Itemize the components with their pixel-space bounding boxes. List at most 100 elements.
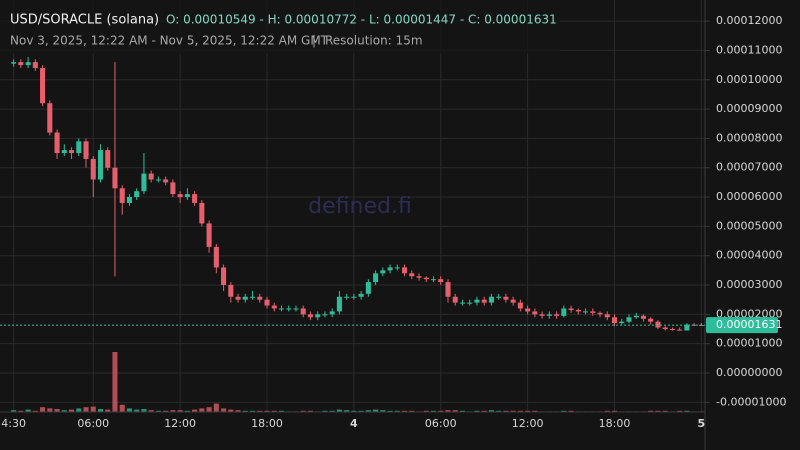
- candle-body: [25, 62, 31, 66]
- candle-body: [148, 173, 154, 180]
- candle-body: [307, 314, 313, 318]
- candle-body: [358, 293, 364, 297]
- candle-body: [264, 299, 270, 306]
- volume-bar: [105, 409, 111, 412]
- candle-body: [568, 308, 574, 310]
- volume-bar: [32, 410, 38, 412]
- candle-body: [655, 321, 661, 328]
- candle-body: [423, 277, 429, 280]
- candle-body: [76, 141, 82, 154]
- candle-body: [430, 279, 437, 281]
- volume-bar: [126, 408, 132, 412]
- candle-body: [97, 150, 104, 180]
- candle-body: [351, 296, 357, 298]
- candle-body: [539, 314, 545, 316]
- volume-bar: [373, 409, 379, 412]
- volume-bar: [155, 410, 161, 412]
- candle-body: [532, 311, 538, 315]
- y-tick-label: 0.00000000: [716, 366, 782, 379]
- y-tick-label: 0.00007000: [716, 161, 782, 174]
- volume-bar: [170, 410, 176, 412]
- y-tick-label: 0.00012000: [716, 14, 782, 27]
- x-tick-label: 12:00: [512, 417, 544, 430]
- candle-body: [488, 296, 494, 303]
- candle-body: [213, 246, 219, 268]
- candle-body: [373, 273, 379, 283]
- volume-bar: [206, 407, 212, 412]
- volume-bar: [177, 410, 183, 412]
- candle-body: [662, 327, 668, 330]
- volume-bar: [452, 410, 458, 412]
- volume-bar: [141, 409, 147, 412]
- volume-bar: [235, 410, 241, 412]
- candle-body: [329, 311, 335, 315]
- volume-bar: [438, 410, 444, 412]
- candle-body: [249, 296, 256, 298]
- volume-bar: [97, 409, 104, 412]
- candle-body: [228, 285, 234, 297]
- candle-body: [626, 317, 632, 322]
- candle-body: [611, 317, 618, 324]
- candle-body: [32, 62, 38, 69]
- volume-bar: [510, 410, 516, 412]
- volume-bar: [199, 408, 205, 412]
- volume-bar: [249, 410, 256, 412]
- candle-body: [517, 302, 523, 309]
- candle-body: [163, 179, 169, 183]
- volume-bar: [394, 410, 400, 412]
- volume-bar: [25, 409, 31, 412]
- candle-body: [257, 296, 263, 300]
- x-tick-label: 18:00: [599, 417, 631, 430]
- candle-body: [126, 197, 132, 203]
- volume-bar: [134, 409, 140, 412]
- volume-bar: [525, 410, 531, 412]
- volume-bar: [351, 410, 357, 412]
- last-price-tag: [706, 317, 778, 334]
- candle-body: [235, 296, 241, 300]
- y-tick-label: 0.00003000: [716, 278, 782, 291]
- y-tick-label: 0.00004000: [716, 249, 782, 262]
- candle-body: [387, 267, 393, 271]
- volume-bar: [148, 410, 154, 412]
- candle-body: [69, 150, 75, 154]
- candle-body: [619, 321, 625, 324]
- volume-bar: [662, 410, 668, 412]
- candle-body: [18, 62, 24, 66]
- resolution: Resolution: 15m: [325, 34, 423, 48]
- candle-body: [684, 324, 690, 331]
- volume-bar: [358, 410, 364, 412]
- candle-body: [47, 103, 53, 133]
- candle-body: [525, 308, 531, 312]
- candle-body: [271, 305, 277, 309]
- candle-body: [409, 273, 415, 277]
- volume-bar: [83, 407, 89, 412]
- candle-body: [394, 267, 400, 269]
- volume-bar: [329, 410, 335, 412]
- header-bg: [0, 0, 560, 54]
- separator: |: [312, 34, 316, 48]
- volume-bar: [213, 403, 219, 412]
- volume-bar: [532, 410, 538, 412]
- volume-bar: [387, 410, 393, 412]
- x-tick-label: 4: [350, 417, 358, 430]
- candle-body: [445, 282, 451, 297]
- volume-bar: [459, 410, 466, 412]
- last-price-label: 0.00001631: [716, 318, 782, 331]
- volume-bar: [76, 408, 82, 412]
- candle-body: [575, 309, 581, 312]
- subtitle: Nov 3, 2025, 12:22 AM - Nov 5, 2025, 12:…: [10, 34, 329, 48]
- volume-bar: [61, 410, 67, 412]
- volume-bar: [184, 410, 190, 412]
- candle-body: [467, 302, 473, 304]
- candle-body: [691, 324, 697, 326]
- volume-bar: [69, 409, 75, 412]
- candle-body: [481, 299, 487, 303]
- candle-body: [286, 308, 292, 310]
- y-tick-label: 0.00008000: [716, 131, 782, 144]
- candle-body: [648, 318, 654, 322]
- candle-body: [134, 191, 140, 198]
- watermark: defined.fi: [308, 194, 412, 219]
- y-tick-label: 0.00002000: [716, 307, 782, 320]
- volume-bar: [257, 410, 263, 412]
